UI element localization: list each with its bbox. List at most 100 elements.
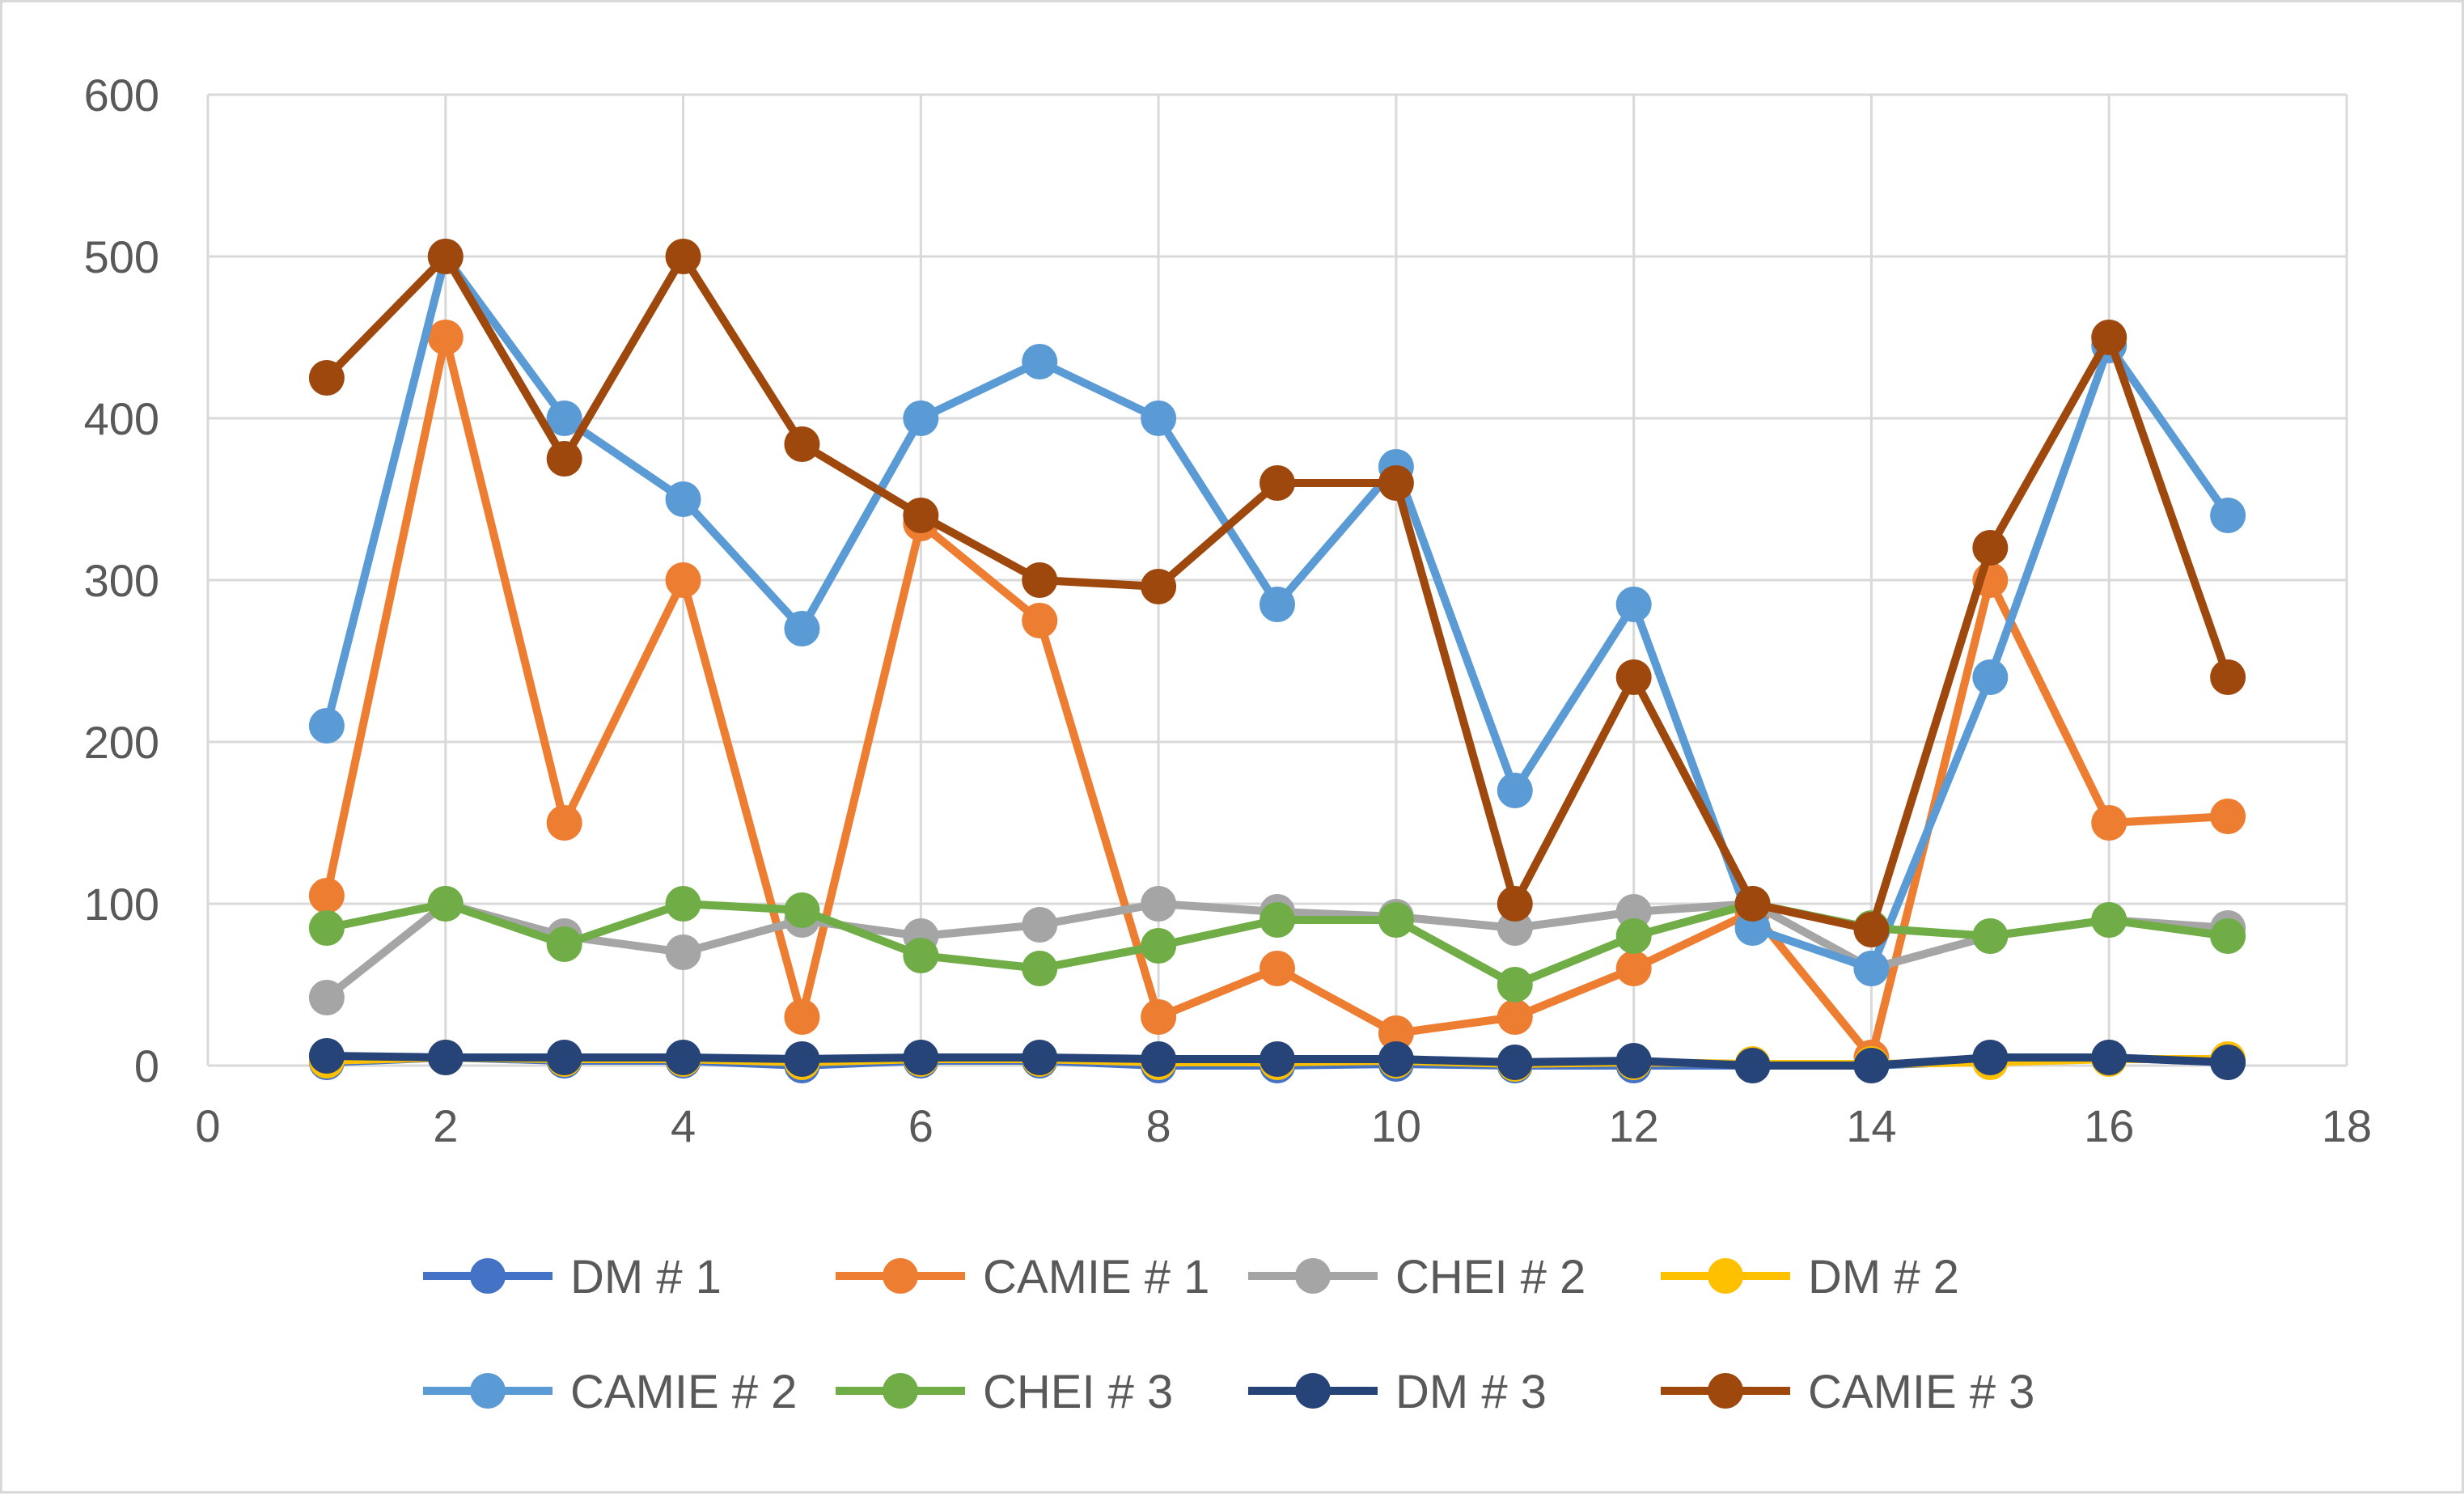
data-point [2091,1040,2127,1075]
series-camie-2 [308,239,2246,986]
data-point [308,360,345,396]
data-point [665,886,701,922]
data-point [2210,1045,2246,1080]
series-camie-3 [308,239,2246,947]
data-point [1022,951,1058,986]
data-point [427,320,464,355]
data-point [2091,902,2127,938]
y-tick-label: 600 [84,70,159,121]
legend-marker [1708,1373,1743,1409]
data-point [903,1040,939,1075]
legend-label: CAMIE # 3 [1808,1366,2034,1418]
data-point [1141,999,1177,1035]
data-point [1497,886,1533,922]
legend-label: DM # 2 [1808,1251,1959,1303]
data-point [665,481,701,517]
legend-label: DM # 3 [1395,1366,1547,1418]
legend-item: DM # 1 [423,1251,722,1303]
data-point [1260,1041,1295,1077]
y-tick-label: 0 [134,1040,159,1091]
y-tick-label: 300 [84,555,159,606]
x-tick-label: 10 [1371,1100,1421,1151]
legend-label: CHEI # 3 [983,1366,1173,1418]
legend-marker [883,1258,918,1294]
legend-item: CAMIE # 1 [836,1251,1209,1303]
data-point [903,938,939,973]
data-point [1022,562,1058,598]
data-point [546,1040,582,1075]
data-point [1853,1048,1890,1083]
data-point [1260,587,1295,622]
legend: DM # 1 CAMIE # 1 CHEI # 2 DM # 2 CAMIE # 2 CH… [423,1251,2034,1418]
legend-label: CAMIE # 1 [983,1251,1209,1303]
data-point [1615,659,1652,695]
data-point [2210,498,2246,533]
legend-item: CAMIE # 2 [423,1366,797,1418]
data-point [2210,799,2246,834]
legend-marker [883,1373,918,1409]
data-point [1260,951,1295,986]
data-point [546,400,582,436]
data-point [1141,1041,1177,1077]
data-point [1378,902,1414,938]
series-camie-1 [308,320,2246,1075]
legend-label: CAMIE # 2 [570,1366,797,1418]
data-point [903,498,939,533]
legend-item: CAMIE # 3 [1661,1366,2034,1418]
series-dm-3 [308,1038,2246,1083]
x-tick-label: 14 [1846,1100,1896,1151]
data-point [1972,659,2009,695]
legend-label: CHEI # 2 [1395,1251,1586,1303]
x-tick-label: 6 [908,1100,934,1151]
data-point [1734,886,1771,922]
y-tick-label: 500 [84,231,159,282]
x-tick-label: 12 [1609,1100,1659,1151]
data-point [1972,530,2009,566]
data-point [1141,400,1177,436]
data-point [1497,999,1533,1035]
data-point [1497,967,1533,1002]
data-point [1141,928,1177,964]
data-point [1853,912,1890,947]
data-point [546,926,582,962]
data-point [784,999,820,1035]
legend-marker [1708,1258,1743,1294]
data-point [308,708,345,744]
grid-layer [206,93,2348,1066]
x-tick-label: 18 [2322,1100,2372,1151]
data-point [1022,907,1058,943]
data-point [1497,1045,1533,1080]
legend-item: CHEI # 2 [1248,1251,1586,1303]
y-tick-label: 200 [84,717,159,768]
data-point [308,980,345,1015]
data-point [1141,569,1177,604]
data-point [1260,902,1295,938]
data-point [1022,1040,1058,1075]
data-point [308,910,345,946]
data-point [2210,918,2246,954]
data-point [1853,951,1890,986]
data-point [427,1040,464,1075]
legend-label: DM # 1 [570,1251,722,1303]
legend-marker [1295,1258,1331,1294]
legend-item: DM # 2 [1661,1251,1959,1303]
legend-marker [470,1258,506,1294]
data-point [1615,1043,1652,1079]
x-tick-label: 16 [2084,1100,2134,1151]
data-point [546,805,582,841]
x-tick-label: 0 [195,1100,220,1151]
data-point [784,892,820,928]
data-point [1497,773,1533,808]
data-point [427,239,464,274]
data-point [1260,465,1295,501]
y-tick-label: 400 [84,393,159,444]
data-point [1378,465,1414,501]
legend-item: CHEI # 3 [836,1366,1173,1418]
data-point [784,1041,820,1077]
data-point [1615,951,1652,986]
data-point [1972,1040,2009,1075]
data-point [427,886,464,922]
data-point [784,426,820,462]
data-point [1615,587,1652,622]
